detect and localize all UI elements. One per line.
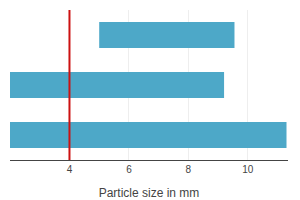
svg-text:8: 8 [186, 164, 192, 175]
svg-text:6: 6 [126, 164, 132, 175]
svg-text:Particle size in mm: Particle size in mm [99, 186, 200, 200]
svg-text:10: 10 [242, 164, 254, 175]
svg-text:4: 4 [67, 164, 73, 175]
